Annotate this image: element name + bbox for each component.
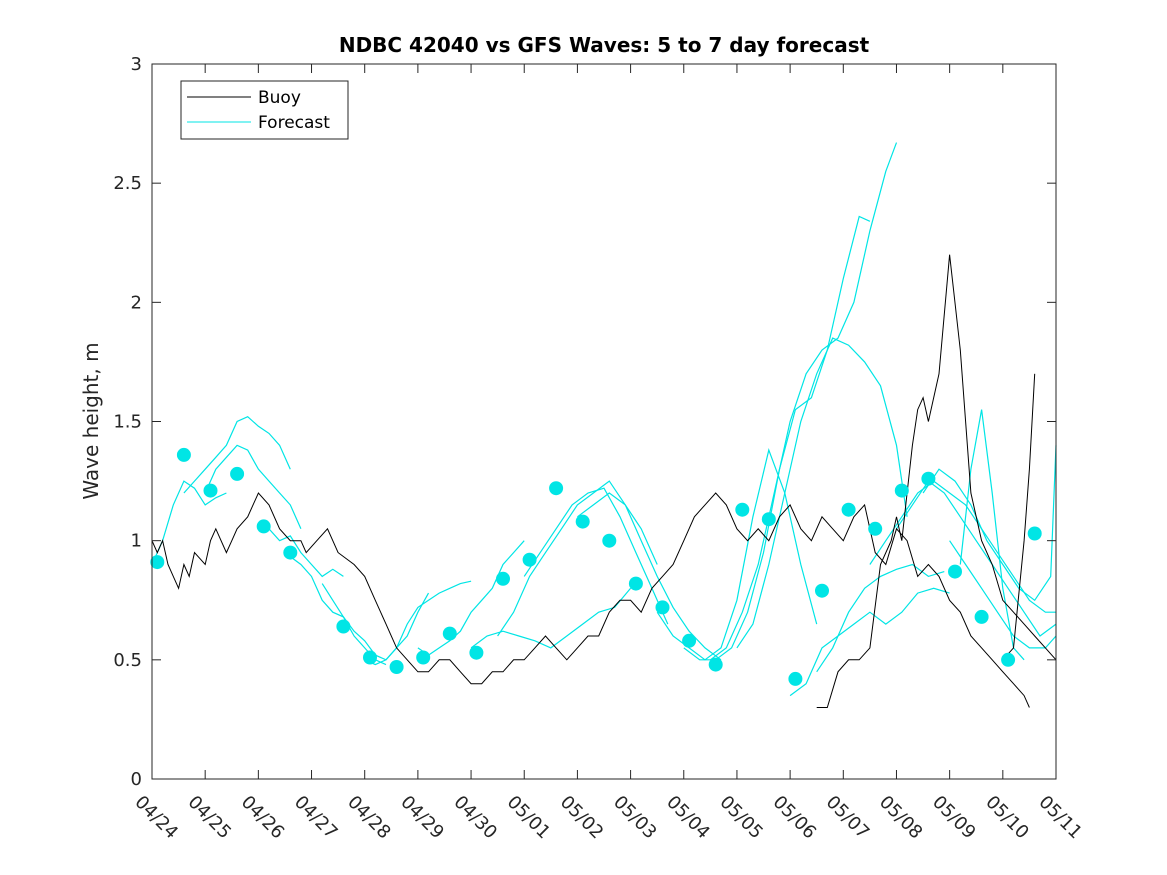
axes-box xyxy=(151,63,1057,780)
forecast-marker xyxy=(628,576,643,591)
forecast-line xyxy=(789,587,950,697)
buoy-line xyxy=(1002,373,1036,661)
forecast-marker xyxy=(363,650,377,665)
plot-area xyxy=(150,142,1057,708)
legend-box xyxy=(180,80,349,140)
forecast-line xyxy=(151,480,227,565)
forecast-line xyxy=(523,487,669,625)
y-tick-label: 0 xyxy=(131,769,142,790)
forecast-line xyxy=(497,480,658,637)
buoy-line xyxy=(151,492,1030,708)
forecast-marker xyxy=(230,466,245,481)
forecast-line xyxy=(816,563,945,673)
forecast-marker xyxy=(974,609,989,624)
forecast-marker xyxy=(894,483,909,498)
forecast-line xyxy=(736,337,908,649)
forecast-marker xyxy=(602,533,617,548)
forecast-marker xyxy=(921,471,936,486)
forecast-marker xyxy=(841,502,856,517)
forecast-marker xyxy=(868,521,883,536)
forecast-marker xyxy=(176,447,191,462)
forecast-line xyxy=(470,587,632,649)
legend-label-forecast: Forecast xyxy=(258,113,330,133)
forecast-line xyxy=(869,480,1056,613)
y-tick-label: 1.5 xyxy=(113,412,142,433)
forecast-marker xyxy=(283,545,298,560)
forecast-marker xyxy=(735,502,750,517)
forecast-marker xyxy=(336,619,351,634)
forecast-marker xyxy=(815,583,829,598)
forecast-marker xyxy=(256,519,271,534)
forecast-marker xyxy=(549,481,564,496)
forecast-marker xyxy=(1027,526,1042,541)
forecast-marker xyxy=(682,633,697,648)
forecast-line xyxy=(896,480,1057,637)
forecast-marker xyxy=(948,564,962,579)
forecast-marker xyxy=(655,600,670,615)
buoy-line xyxy=(816,254,1057,708)
forecast-marker xyxy=(416,650,431,665)
forecast-line xyxy=(258,528,344,578)
forecast-marker xyxy=(761,512,776,527)
forecast-marker xyxy=(575,514,590,529)
y-tick-label: 2 xyxy=(131,292,142,313)
forecast-line xyxy=(183,415,291,494)
y-tick-label: 2.5 xyxy=(113,173,142,194)
forecast-marker xyxy=(203,483,218,498)
forecast-marker xyxy=(522,552,537,567)
forecast-marker xyxy=(442,626,457,641)
forecast-marker xyxy=(469,645,484,660)
forecast-line xyxy=(364,580,472,666)
legend: Buoy Forecast xyxy=(180,80,349,140)
forecast-marker xyxy=(708,657,723,672)
forecast-marker xyxy=(788,671,803,686)
y-tick-label: 3 xyxy=(131,54,142,75)
forecast-line xyxy=(710,142,898,661)
forecast-marker xyxy=(389,660,404,674)
y-tick-label: 0.5 xyxy=(113,650,142,671)
legend-label-buoy: Buoy xyxy=(258,88,301,108)
forecast-marker xyxy=(150,555,165,570)
forecast-line xyxy=(204,444,302,530)
forecast-marker xyxy=(1001,652,1016,667)
forecast-line xyxy=(577,492,722,661)
forecast-line xyxy=(417,540,525,656)
forecast-line xyxy=(922,445,1057,602)
y-axis: 0 0.5 1 1.5 2 2.5 3 xyxy=(113,54,1056,790)
forecast-line xyxy=(949,540,1057,649)
y-tick-label: 1 xyxy=(131,531,142,552)
y-axis-label: Wave height, m xyxy=(79,342,103,499)
forecast-marker xyxy=(496,571,510,586)
chart-title: NDBC 42040 vs GFS Waves: 5 to 7 day fore… xyxy=(339,33,870,57)
